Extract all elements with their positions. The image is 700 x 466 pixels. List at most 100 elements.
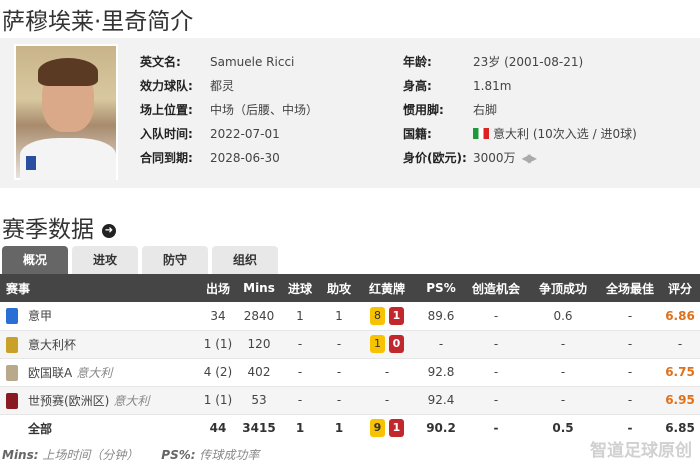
column-header[interactable]: 全场最佳 bbox=[600, 274, 660, 302]
assists-cell: - bbox=[320, 358, 358, 387]
goals-cell: 1 bbox=[295, 421, 305, 436]
profile-row: 身高: 1.81m bbox=[403, 78, 511, 94]
team-name: 意大利 bbox=[76, 365, 113, 380]
cards-cell: - bbox=[358, 386, 416, 415]
profile-label: 惯用脚: bbox=[403, 103, 444, 117]
column-header[interactable]: 赛事 bbox=[0, 274, 198, 302]
player-photo bbox=[14, 44, 118, 180]
yellow-card-count: 1 bbox=[370, 335, 385, 353]
profile-row: 入队时间: 2022-07-01 bbox=[140, 126, 280, 142]
mins-cell: 53 bbox=[238, 386, 280, 415]
profile-label: 国籍: bbox=[403, 127, 432, 141]
mins-cell: 2840 bbox=[238, 302, 280, 331]
competition-name: 意甲 bbox=[28, 309, 53, 324]
page-title: 萨穆埃莱·里奇简介 bbox=[2, 9, 194, 35]
rating-cell: 6.75 bbox=[660, 358, 700, 387]
competition-name: 世预赛(欧洲区) bbox=[28, 393, 110, 408]
column-header[interactable]: 创造机会 bbox=[466, 274, 526, 302]
profile-value: 1.81m bbox=[473, 79, 512, 93]
tab-defense[interactable]: 防守 bbox=[142, 246, 208, 274]
mins-cell: 3415 bbox=[242, 421, 276, 436]
profile-value: Samuele Ricci bbox=[210, 55, 295, 69]
assists-cell: - bbox=[320, 330, 358, 359]
profile-value: 23岁 (2001-08-21) bbox=[473, 55, 584, 69]
table-header: 赛事 出场 Mins 进球 助攻 红黄牌 PS% 创造机会 争顶成功 全场最佳 评分 bbox=[0, 274, 700, 302]
profile-value: 都灵 bbox=[210, 79, 235, 93]
column-header[interactable]: 助攻 bbox=[320, 274, 358, 302]
table-row: 意大利杯 1 (1) 120- -1 0- - - - - bbox=[0, 330, 700, 359]
aerials-cell: 0.6 bbox=[526, 302, 600, 331]
column-header[interactable]: 评分 bbox=[660, 274, 700, 302]
competition-logo-icon bbox=[6, 336, 18, 353]
profile-label: 身价(欧元): bbox=[403, 151, 467, 165]
competition-cell[interactable]: 欧国联A 意大利 bbox=[0, 358, 198, 387]
competition-name: 全部 bbox=[28, 421, 53, 436]
column-header[interactable]: 进球 bbox=[280, 274, 320, 302]
tab-organize[interactable]: 组织 bbox=[212, 246, 278, 274]
competition-cell[interactable]: 意大利杯 bbox=[0, 330, 198, 359]
column-header[interactable]: PS% bbox=[416, 274, 466, 302]
cards-cell: - bbox=[358, 358, 416, 387]
yellow-card-count: 8 bbox=[370, 306, 385, 325]
competition-cell[interactable]: 意甲 bbox=[0, 302, 198, 331]
chances-cell: - bbox=[493, 421, 499, 436]
ps-cell: 92.4 bbox=[416, 386, 466, 415]
profile-label: 场上位置: bbox=[140, 103, 193, 117]
red-card-count: 0 bbox=[389, 335, 404, 353]
apps-cell: 44 bbox=[209, 421, 227, 436]
tab-attack[interactable]: 进攻 bbox=[72, 246, 138, 274]
column-header[interactable]: 出场 bbox=[198, 274, 238, 302]
profile-row: 场上位置: 中场（后腰、中场） bbox=[140, 102, 318, 118]
ps-cell: 90.2 bbox=[426, 421, 456, 436]
competition-name: 欧国联A bbox=[28, 365, 73, 380]
yellow-card-count: 9 bbox=[370, 419, 385, 438]
legend-note: Mins: 上场时间（分钟） PS%: 传球成功率 bbox=[2, 448, 260, 462]
competition-cell[interactable]: 世预赛(欧洲区) 意大利 bbox=[0, 386, 198, 415]
aerials-cell: - bbox=[526, 386, 600, 415]
column-header[interactable]: Mins bbox=[238, 274, 280, 302]
season-stats-table: 赛事 出场 Mins 进球 助攻 红黄牌 PS% 创造机会 争顶成功 全场最佳 评分 意甲 34 284… bbox=[0, 274, 700, 442]
player-info-box: 英文名: Samuele Ricci 效力球队: 都灵场上位置: 中场（后腰、中场） 入队… bbox=[0, 38, 700, 188]
goals-cell: - bbox=[280, 386, 320, 415]
motm-cell: - bbox=[600, 302, 660, 331]
arrow-right-circle-icon[interactable]: ➜ bbox=[102, 224, 116, 238]
chances-cell: - bbox=[466, 330, 526, 359]
motm-cell: - bbox=[627, 421, 633, 436]
motm-cell: - bbox=[600, 358, 660, 387]
profile-row: 惯用脚: 右脚 bbox=[403, 102, 497, 118]
rating-cell: - bbox=[660, 330, 700, 359]
aerials-cell: 0.5 bbox=[552, 421, 574, 436]
section-title: 赛季数据 ➜ bbox=[2, 210, 116, 244]
apps-cell: 34 bbox=[198, 302, 238, 331]
assists-cell: 1 bbox=[320, 302, 358, 331]
italy-flag-icon bbox=[473, 128, 489, 139]
profile-row: 英文名: Samuele Ricci bbox=[140, 54, 294, 70]
profile-label: 效力球队: bbox=[140, 79, 193, 93]
motm-cell: - bbox=[600, 386, 660, 415]
chances-cell: - bbox=[466, 358, 526, 387]
red-card-count: 1 bbox=[389, 419, 404, 438]
watermark: 智道足球原创 bbox=[590, 441, 692, 461]
aerials-cell: - bbox=[526, 358, 600, 387]
table-total-row: 全部 44 3415 1 1 9 1 90.2-0.5-6.85 bbox=[0, 414, 700, 442]
table-row: 欧国联A 意大利 4 (2) 402- - -92.8- - -6.75 bbox=[0, 358, 700, 387]
rating-cell: 6.86 bbox=[660, 302, 700, 331]
profile-label: 英文名: bbox=[140, 55, 181, 69]
profile-row: 合同到期: 2028-06-30 bbox=[140, 150, 280, 166]
tab-overview[interactable]: 概况 bbox=[2, 246, 68, 274]
cards-value: - bbox=[384, 393, 390, 407]
column-header[interactable]: 争顶成功 bbox=[526, 274, 600, 302]
goals-cell: 1 bbox=[280, 302, 320, 331]
apps-cell: 1 (1) bbox=[198, 330, 238, 359]
profile-row: 国籍: 意大利 (10次入选 / 进0球) bbox=[403, 126, 637, 142]
rating-cell: 6.95 bbox=[660, 386, 700, 415]
profile-value: 2022-07-01 bbox=[210, 127, 280, 141]
rating-cell: 6.85 bbox=[665, 421, 695, 436]
motm-cell: - bbox=[600, 330, 660, 359]
goals-cell: - bbox=[280, 330, 320, 359]
left-right-arrows-icon[interactable]: ◀▶ bbox=[521, 151, 538, 165]
column-header[interactable]: 红黄牌 bbox=[358, 274, 416, 302]
goals-cell: - bbox=[280, 358, 320, 387]
chances-cell: - bbox=[466, 302, 526, 331]
